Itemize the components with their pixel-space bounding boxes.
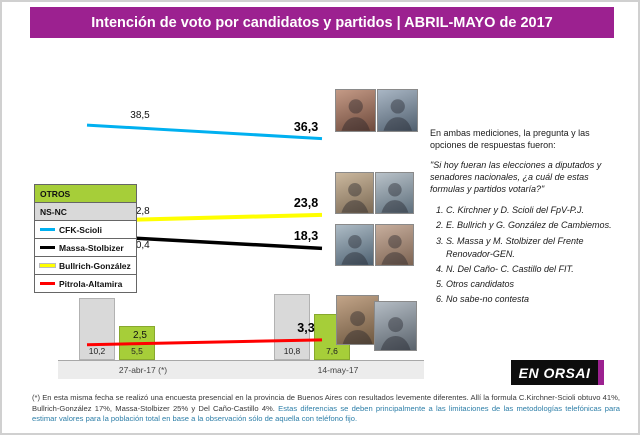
line-pitrola-altamira xyxy=(86,338,323,347)
x-axis-label-2: 14-may-17 xyxy=(317,365,359,375)
page-title: Intención de voto por candidatos y parti… xyxy=(91,14,553,31)
line-value-label: 3,3 xyxy=(297,320,315,335)
legend-label: CFK-Scioli xyxy=(59,224,102,235)
person-icon xyxy=(340,183,369,213)
legend-label: OTROS xyxy=(40,188,71,199)
photo-massa xyxy=(335,224,374,266)
poll-question-text: "Si hoy fueran las elecciones a diputado… xyxy=(430,160,602,194)
line-cfk-scioli xyxy=(86,123,323,141)
chart-plot-area: 27-abr-17 (*) 14-may-17 10,2 10,8 5,5 7,6 3… xyxy=(32,62,424,380)
legend-swatch xyxy=(40,246,55,249)
person-icon xyxy=(380,316,411,350)
legend-label: NS-NC xyxy=(40,206,67,217)
legend-label: Bullrich-González xyxy=(59,260,131,271)
legend-item-otros: OTROS xyxy=(34,184,137,203)
x-axis-label-1: 27-abr-17 (*) xyxy=(118,365,168,375)
line-value-label: 20,4 xyxy=(130,239,150,251)
legend-label: Pitrola-Altamira xyxy=(59,278,123,289)
logo-text: EN ORSAI xyxy=(518,364,591,381)
line-value-label: 38,5 xyxy=(130,110,150,122)
line-value-label: 18,3 xyxy=(293,229,319,244)
person-icon xyxy=(380,183,409,213)
legend-label: Massa-Stolbizer xyxy=(59,242,124,253)
legend-item-ns-nc: NS-NC xyxy=(34,202,137,221)
person-icon xyxy=(340,235,369,265)
bar-ns-nc-2 xyxy=(274,294,310,360)
bar-value-label: 5,5 xyxy=(131,346,143,356)
footnote-highlight-text: Estas diferencias se deben principalment… xyxy=(32,403,620,424)
legend-swatch xyxy=(40,228,55,231)
chart-legend: OTROS NS-NC CFK-Scioli Massa-Stolbizer Bullr… xyxy=(34,184,137,293)
title-bar: Intención de voto por candidatos y parti… xyxy=(30,7,614,38)
bar-value-label: 7,6 xyxy=(326,346,338,356)
question-panel: En ambas mediciones, la pregunta y las o… xyxy=(430,128,622,308)
photo-altamira xyxy=(374,301,417,351)
bar-value-label: 10,8 xyxy=(283,346,301,356)
legend-item-massa-stolbizer: Massa-Stolbizer xyxy=(34,238,137,257)
answer-option: Otros candidatos xyxy=(446,278,622,291)
person-icon xyxy=(383,99,412,131)
photo-stolbizer xyxy=(375,224,414,266)
photo-gonzalez xyxy=(375,172,414,214)
person-icon xyxy=(341,99,370,131)
answer-option: No sabe-no contesta xyxy=(446,293,622,306)
line-value-label: 22,8 xyxy=(130,205,150,217)
answer-option: E. Bullrich y G. González de Cambiemos. xyxy=(446,219,622,232)
line-value-label: 36,3 xyxy=(293,119,319,134)
line-value-label: 23,8 xyxy=(293,195,319,210)
bar-ns-nc-1 xyxy=(79,298,115,360)
bar-value-label: 10,2 xyxy=(88,346,106,356)
photo-cfk-kirchner xyxy=(335,89,376,132)
legend-item-pitrola-altamira: Pitrola-Altamira xyxy=(34,274,137,293)
footnote-plain-text: (*) En esta misma fecha se realizó una e… xyxy=(32,393,620,413)
photo-bullrich xyxy=(335,172,374,214)
footnote: (*) En esta misma fecha se realizó una e… xyxy=(32,393,620,425)
x-axis-band: 27-abr-17 (*) 14-may-17 xyxy=(58,360,424,379)
photo-scioli xyxy=(377,89,418,132)
photo-pitrola xyxy=(336,295,379,345)
answer-options-list: C. Kirchner y D. Scioli del FpV-P.J. E. B… xyxy=(430,204,622,305)
legend-swatch xyxy=(40,282,55,285)
answer-option: C. Kirchner y D. Scioli del FpV-P.J. xyxy=(446,204,622,217)
answer-option: N. Del Caño- C. Castillo del FIT. xyxy=(446,263,622,276)
legend-item-bullrich-gonz-lez: Bullrich-González xyxy=(34,256,137,275)
panel-intro-text: En ambas mediciones, la pregunta y las o… xyxy=(430,128,590,150)
answer-option: S. Massa y M. Stolbizer del Frente Renov… xyxy=(446,235,622,261)
line-value-label: 2,5 xyxy=(133,329,147,341)
person-icon xyxy=(380,235,409,265)
legend-item-cfk-scioli: CFK-Scioli xyxy=(34,220,137,239)
person-icon xyxy=(342,310,373,344)
en-orsai-logo: EN ORSAI xyxy=(511,360,604,385)
legend-swatch xyxy=(39,263,56,268)
